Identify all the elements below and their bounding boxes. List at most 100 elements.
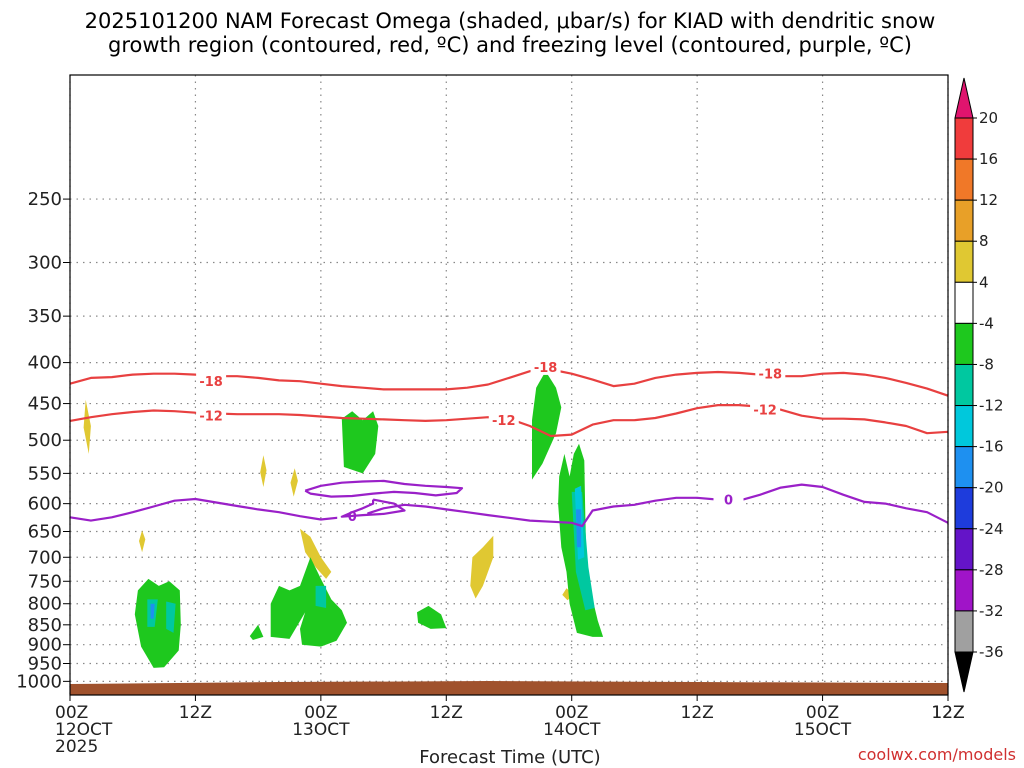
credit-text[interactable]: coolwx.com/models [858,745,1016,764]
colorbar-segment [954,117,974,160]
x-tick-label: 2025 [55,737,98,757]
colorbar-bottom-arrow [954,651,974,693]
x-tick-label: 12Z [179,703,212,723]
plot-frame [69,74,949,696]
omega-region [134,578,181,668]
contour-label: -18 [199,375,223,390]
contour-line [340,498,406,518]
contour-line [69,483,949,528]
colorbar-segment [954,446,974,489]
colorbar-top-arrow [954,77,974,119]
colorbar-segment [954,405,974,448]
omega-region [300,528,332,579]
y-tick-label: 350 [28,306,62,327]
ground-surface [70,681,948,695]
y-tick-label: 800 [28,594,62,615]
omega-region [139,530,146,553]
contour-label: 0 [724,494,733,509]
x-tick-label: 00Z [555,703,588,723]
y-tick-label: 550 [28,463,62,484]
omega-region [575,509,582,548]
y-tick-label: 450 [28,394,62,415]
y-tick-label: 600 [28,494,62,515]
colorbar-tick-label: -36 [979,643,1004,661]
ground-layer [70,681,948,695]
colorbar-segment [954,158,974,201]
omega-region [290,468,298,497]
colorbar-tick-label: 16 [979,150,998,168]
x-tick-label: 15OCT [794,720,852,740]
colorbar-tick-label: -4 [979,314,994,332]
x-tick-label: 14OCT [543,720,601,740]
x-tick-label: 12Z [931,703,964,723]
colorbar-tick-label: -16 [979,438,1004,456]
y-tick-label: 900 [28,635,62,656]
colorbar-segment [954,528,974,571]
colorbar-segment [954,569,974,612]
x-tick-label: 00Z [304,703,337,723]
x-tick-label: 12Z [430,703,463,723]
contour-label-bg [755,364,786,382]
y-tick-label: 700 [28,547,62,568]
colorbar-tick-label: 8 [979,232,989,250]
contour-label-bg [196,406,227,424]
omega-region [470,535,494,599]
colorbar-segment [954,199,974,242]
colorbar-tick-label: -20 [979,479,1004,497]
colorbar-tick-label: -12 [979,397,1004,415]
colorbar-segment [954,487,974,530]
colorbar-segment [954,281,974,324]
colorbar-tick-label: -28 [979,561,1004,579]
colorbar-tick-label: 4 [979,273,989,291]
omega-region [341,411,379,474]
colorbar: 20 16 12 8 4 -4 -8 -12 -16 -20 -24 -28 -32 -36 [954,77,1004,693]
contour-label: -12 [199,410,223,425]
x-axis-label: Forecast Time (UTC) [419,747,600,768]
y-tick-label: 400 [28,353,62,374]
contour-label-bg [488,411,519,429]
omega-region [270,557,347,647]
colorbar-segment [954,363,974,407]
omega-region [532,371,562,480]
omega-region [417,605,447,629]
y-tick-label: 1000 [16,671,62,692]
y-tick-label: 500 [28,430,62,451]
colorbar-tick-label: 20 [979,109,998,127]
colorbar-tick-label: -24 [979,520,1004,538]
omega-region [83,399,91,454]
colorbar-tick-label: -8 [979,355,994,373]
y-tick-label: 300 [28,253,62,274]
contour-line [304,479,464,498]
omega-region [166,601,176,633]
x-tick-label: 12Z [681,703,714,723]
omega-region [315,585,327,608]
colorbar-tick-label: -32 [979,602,1004,620]
contour-label: 0 [348,510,357,525]
contour-label-bg [713,490,744,508]
colorbar-segment [954,610,974,653]
y-tick-label: 250 [28,189,62,210]
y-tick-label: 650 [28,521,62,542]
omega-region [249,624,264,640]
x-tick-label: 00Z [55,703,88,723]
contour-label: -18 [759,368,783,383]
x-tick-label: 00Z [806,703,839,723]
y-tick-label: 950 [28,654,62,675]
temperature-contours: -18 -18 -18 -12 -12 -12 0 0 [69,357,949,528]
x-tick-label: 13OCT [292,720,350,740]
contour-label: -18 [534,361,558,376]
omega-region [150,603,155,619]
y-tick-label: 850 [28,615,62,636]
omega-shaded-regions [83,371,604,668]
contour-label-bg [750,400,781,418]
x-tick-label: 12OCT [55,720,113,740]
x-tick-label: 12Z [931,703,964,723]
chart-title-line2: growth region (contoured, red, ºC) and f… [108,33,912,57]
colorbar-segment [954,322,974,365]
y-tick-label: 750 [28,571,62,592]
colorbar-tick-label: 12 [979,191,998,209]
contour-label-bg [196,372,227,390]
omega-region [260,455,267,487]
chart-title-line1: 2025101200 NAM Forecast Omega (shaded, μ… [85,9,936,33]
